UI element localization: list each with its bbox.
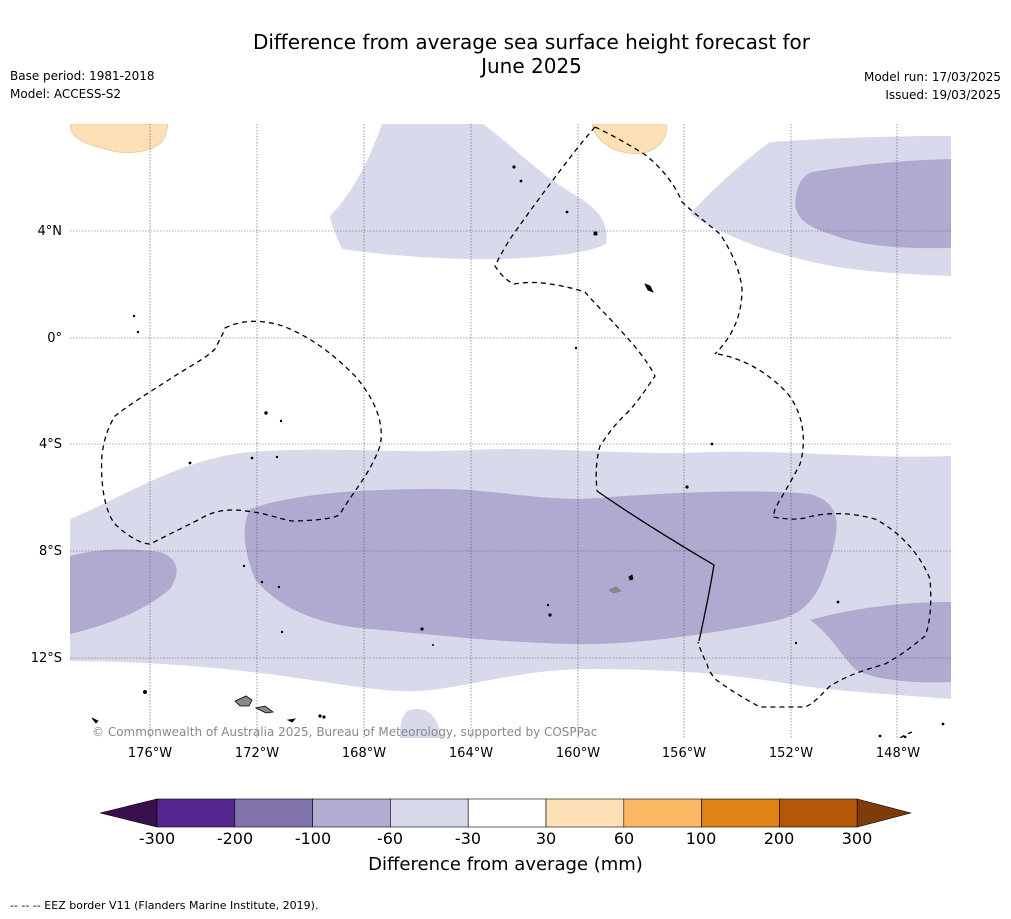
chart-title: Difference from average sea surface heig… xyxy=(0,30,1011,78)
anomaly-region-positive-nw xyxy=(70,124,169,154)
title-line-2: June 2025 xyxy=(481,54,582,78)
colorbar xyxy=(100,798,912,828)
anomaly-region-positive-n xyxy=(591,124,667,154)
colorbar-tick: 100 xyxy=(685,829,717,848)
eez-border-west xyxy=(100,320,382,545)
anomaly-region-light-south-small xyxy=(400,709,442,738)
colorbar-tick: 30 xyxy=(535,829,557,848)
issued-date: Issued: 19/03/2025 xyxy=(885,88,1001,102)
anomaly-region-mid-north-east xyxy=(795,159,951,249)
anomaly-region-mid-west xyxy=(70,549,177,634)
colorbar-tick: -100 xyxy=(294,829,332,848)
colorbar-swatch xyxy=(623,798,702,828)
lat-tick-4s: 4°S xyxy=(38,437,62,452)
lon-tick-172w: 172°W xyxy=(234,746,280,761)
colorbar-label: Difference from average (mm) xyxy=(368,854,643,875)
lat-tick-8s: 8°S xyxy=(38,544,62,559)
colorbar-tick: 60 xyxy=(613,829,635,848)
colorbar-tick: 300 xyxy=(841,829,873,848)
colorbar-swatch xyxy=(234,798,313,828)
anomaly-region-mid-east xyxy=(810,602,951,683)
lon-tick-152w: 152°W xyxy=(768,746,814,761)
lon-tick-156w: 156°W xyxy=(661,746,707,761)
lon-tick-164w: 164°W xyxy=(448,746,494,761)
lon-tick-168w: 168°W xyxy=(341,746,387,761)
copyright-notice: © Commonwealth of Australia 2025, Bureau… xyxy=(92,725,598,739)
colorbar-swatch xyxy=(390,798,469,828)
meta-left: Base period: 1981-2018 Model: ACCESS-S2 xyxy=(10,67,155,103)
colorbar-swatch xyxy=(156,798,236,828)
colorbar-tick: -60 xyxy=(376,829,404,848)
island-small-grey xyxy=(608,586,622,594)
colorbar-swatch xyxy=(701,798,780,828)
colorbar-swatch xyxy=(545,798,625,828)
island-samoa-upolu xyxy=(254,705,275,714)
colorbar-tick: -200 xyxy=(216,829,254,848)
eez-borders xyxy=(100,126,932,738)
eez-border-east-north xyxy=(594,126,743,355)
lat-tick-0: 0° xyxy=(47,331,62,346)
lon-tick-148w: 148°W xyxy=(875,746,921,761)
eez-border-central xyxy=(494,126,656,492)
colorbar-extend-high xyxy=(856,798,912,828)
model-name: Model: ACCESS-S2 xyxy=(10,87,122,101)
lat-tick-4n: 4°N xyxy=(37,224,63,239)
meta-right: Model run: 17/03/2025 Issued: 19/03/2025 xyxy=(864,68,1001,104)
title-line-1: Difference from average sea surface heig… xyxy=(252,30,811,54)
lat-tick-12s: 12°S xyxy=(30,651,62,666)
island-samoa-savaii xyxy=(234,695,253,707)
colorbar-tick: -300 xyxy=(138,829,176,848)
anomaly-region-light-north-central xyxy=(330,124,607,260)
eez-border-solid xyxy=(596,490,715,642)
eez-border-se xyxy=(899,731,913,738)
map xyxy=(70,124,951,738)
colorbar-tick: -30 xyxy=(454,829,482,848)
colorbar-swatch xyxy=(467,798,547,828)
colorbar-tick: 200 xyxy=(763,829,795,848)
lon-tick-176w: 176°W xyxy=(127,746,173,761)
islands xyxy=(91,165,945,738)
base-period: Base period: 1981-2018 xyxy=(10,69,155,83)
eez-border-east xyxy=(697,353,932,708)
model-run: Model run: 17/03/2025 xyxy=(863,70,1001,84)
colorbar-swatch xyxy=(779,798,858,828)
anomaly-region-mid-south xyxy=(244,489,837,645)
eez-footnote: -- -- -- EEZ border V11 (Flanders Marine… xyxy=(10,899,319,912)
lon-tick-160w: 160°W xyxy=(555,746,601,761)
colorbar-swatch xyxy=(312,798,391,828)
colorbar-extend-low xyxy=(100,798,158,828)
map-gridlines xyxy=(70,124,951,738)
